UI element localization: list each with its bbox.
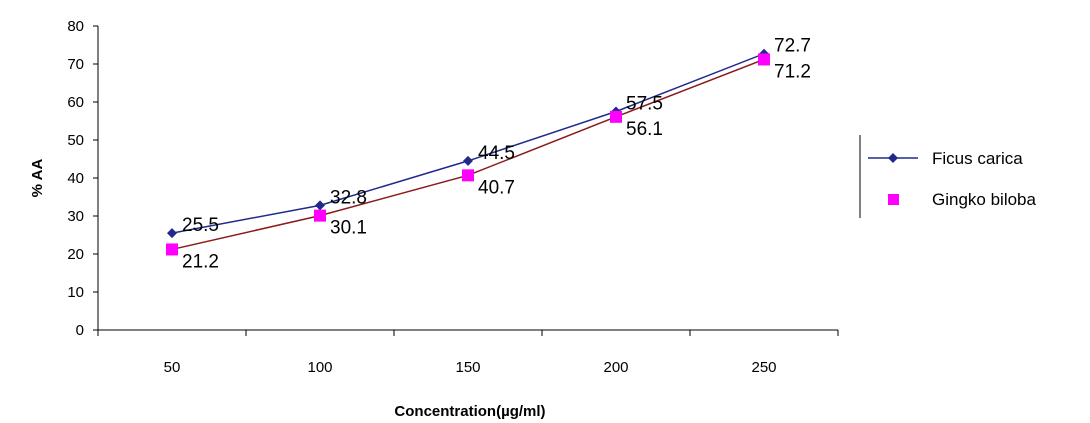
- x-tick-label: 200: [603, 359, 628, 376]
- data-label: 72.7: [774, 36, 811, 57]
- x-tick-label: 250: [751, 359, 776, 376]
- data-point: [463, 155, 473, 166]
- data-label: 21.2: [182, 251, 219, 272]
- y-tick-label: 60: [67, 94, 84, 111]
- data-point: [610, 110, 622, 123]
- y-ticks: 0 10 20 30 40 50 60 70 80: [67, 18, 98, 339]
- data-point: [314, 209, 326, 222]
- y-tick-label: 20: [67, 246, 84, 263]
- data-labels: 25.5 32.8 44.5 57.5 72.7 21.2 30.1 40.7 56.1 71.2: [182, 36, 811, 273]
- data-point: [166, 243, 178, 256]
- x-tick-label: 100: [307, 359, 332, 376]
- legend: Ficus carica Gingko biloba: [859, 135, 1037, 218]
- data-point: [167, 228, 177, 239]
- series-group: [166, 48, 770, 256]
- y-tick-label: 0: [76, 322, 84, 339]
- series-line-0: [171, 53, 765, 234]
- y-tick-label: 70: [67, 56, 84, 73]
- legend-gingko-marker: [888, 194, 899, 205]
- data-label: 44.5: [478, 143, 515, 164]
- y-tick-label: 80: [67, 18, 84, 35]
- data-label: 32.8: [330, 187, 367, 208]
- data-point: [758, 53, 770, 66]
- data-label: 71.2: [774, 61, 811, 82]
- data-point: [315, 200, 325, 211]
- legend-ficus-marker: [888, 153, 898, 163]
- x-ticks: 50 100 150 200 250: [97, 330, 839, 376]
- y-axis-title: % AA: [29, 159, 46, 198]
- data-label: 56.1: [626, 119, 663, 140]
- legend-gingko-label: Gingko biloba: [932, 190, 1037, 209]
- y-tick-label: 40: [67, 170, 84, 187]
- y-tick-label: 50: [67, 132, 84, 149]
- x-axis-title: Concentration(µg/ml): [394, 403, 545, 420]
- y-tick-label: 30: [67, 208, 84, 225]
- data-point: [462, 169, 474, 182]
- x-tick-label: 50: [164, 359, 181, 376]
- x-tick-label: 150: [455, 359, 480, 376]
- data-label: 25.5: [182, 215, 219, 236]
- y-tick-label: 10: [67, 284, 84, 301]
- data-label: 57.5: [626, 94, 663, 115]
- legend-ficus-label: Ficus carica: [932, 149, 1023, 168]
- data-label: 40.7: [478, 177, 515, 198]
- data-label: 30.1: [330, 218, 367, 239]
